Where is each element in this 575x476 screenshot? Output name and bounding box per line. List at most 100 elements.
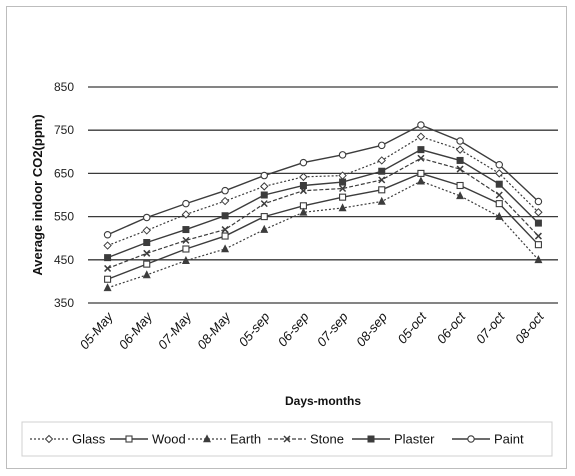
data-point-earth (260, 224, 269, 233)
data-point-glass (181, 210, 191, 219)
data-point-paint (338, 151, 347, 159)
data-point-stone (417, 154, 425, 162)
data-point-wood (534, 241, 542, 249)
data-point-glass (534, 208, 543, 217)
legend-marker-plaster (367, 435, 375, 443)
data-point-plaster (495, 180, 503, 188)
data-point-earth (377, 196, 386, 205)
data-point-stone (104, 264, 112, 272)
x-tick-label: 06-sep (275, 309, 312, 349)
series-line-stone (107, 157, 539, 269)
data-point-plaster (104, 254, 112, 262)
chart-frame (6, 6, 567, 469)
data-point-glass (142, 226, 151, 235)
data-point-stone (378, 176, 386, 184)
data-point-glass (377, 156, 386, 165)
data-point-paint (103, 230, 112, 239)
legend-label-earth: Earth (230, 432, 261, 447)
legend-marker-stone (283, 435, 291, 443)
data-point-wood (260, 213, 268, 221)
data-point-wood (221, 232, 229, 240)
data-point-plaster (221, 212, 229, 220)
data-point-earth (495, 211, 504, 220)
data-point-wood (182, 245, 190, 253)
data-point-wood (417, 169, 425, 177)
data-point-earth (299, 207, 308, 216)
data-point-glass (220, 196, 230, 206)
legend-marker-earth (203, 434, 211, 443)
y-tick-label: 350 (54, 296, 74, 310)
data-point-earth (142, 270, 151, 279)
x-tick-label: 05-May (77, 308, 117, 352)
x-tick-label: 05-oct (394, 308, 430, 346)
series-line-plaster (107, 148, 539, 259)
data-point-paint (260, 171, 268, 180)
data-point-plaster (260, 191, 268, 199)
data-point-paint (456, 137, 464, 145)
data-point-stone (143, 249, 151, 257)
legend-label-plaster: Plaster (394, 432, 435, 447)
data-point-earth (221, 244, 230, 253)
x-tick-label: 05-sep (236, 309, 273, 349)
data-point-earth (416, 176, 425, 185)
data-point-stone (339, 184, 347, 193)
y-axis-label: Average indoor CO2(ppm) (30, 114, 45, 275)
x-tick-label: 06-oct (434, 308, 470, 346)
data-point-glass (455, 145, 465, 154)
x-tick-label: 07-oct (473, 308, 509, 346)
legend-label-wood: Wood (152, 432, 186, 447)
data-point-plaster (299, 181, 307, 189)
data-point-wood (339, 193, 347, 201)
data-point-plaster (417, 146, 425, 154)
legend-marker-paint (467, 435, 475, 443)
legend-label-stone: Stone (310, 432, 344, 447)
x-tick-label: 07-sep (314, 309, 351, 349)
x-tick-label: 08-oct (512, 308, 548, 346)
data-point-stone (456, 165, 464, 173)
data-point-paint (417, 121, 425, 129)
data-point-paint (299, 158, 308, 167)
data-point-wood (104, 275, 112, 283)
data-point-paint (377, 141, 386, 150)
data-point-glass (416, 132, 426, 141)
data-point-wood (495, 200, 503, 208)
data-point-plaster (456, 156, 464, 164)
data-point-wood (378, 186, 386, 194)
data-point-earth (338, 203, 347, 212)
data-point-glass (299, 172, 308, 182)
data-point-stone (534, 232, 542, 240)
data-point-paint (221, 186, 229, 195)
data-point-glass (495, 169, 504, 178)
data-point-paint (495, 161, 503, 169)
legend-marker-wood (125, 435, 133, 443)
series-line-paint (107, 124, 539, 236)
x-tick-label: 08-May (194, 308, 234, 352)
series-line-wood (107, 172, 539, 280)
data-point-plaster (378, 167, 386, 175)
y-tick-label: 550 (54, 210, 74, 224)
data-point-stone (182, 236, 190, 244)
data-point-earth (534, 255, 543, 264)
x-tick-label: 07-May (155, 308, 195, 352)
data-point-earth (103, 283, 112, 292)
data-point-paint (534, 197, 543, 206)
x-tick-label: 08-sep (353, 309, 390, 349)
data-point-wood (456, 181, 464, 190)
data-point-plaster (534, 219, 542, 227)
data-point-glass (260, 182, 269, 191)
data-point-stone (495, 191, 503, 199)
legend-label-paint: Paint (494, 432, 524, 447)
y-tick-label: 750 (54, 123, 74, 137)
data-point-plaster (339, 178, 347, 186)
data-point-paint (182, 199, 190, 208)
series-line-glass (107, 136, 539, 247)
data-point-wood (143, 260, 151, 268)
y-tick-label: 450 (54, 253, 74, 267)
data-point-glass (103, 241, 112, 250)
data-point-plaster (182, 226, 190, 234)
data-point-earth (456, 191, 465, 200)
y-tick-label: 650 (54, 166, 74, 180)
legend-marker-glass (44, 434, 54, 444)
data-point-earth (181, 255, 190, 264)
